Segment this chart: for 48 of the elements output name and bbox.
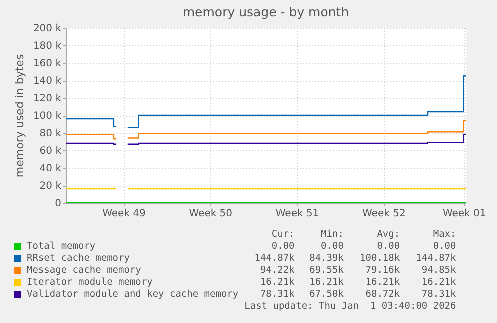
text: 0.00 (432, 241, 456, 253)
y-tick-label: 60 k (40, 146, 62, 157)
text: 16.21k (308, 277, 344, 289)
text: 100.18k (359, 253, 400, 265)
text: 94.85k (420, 265, 456, 277)
text: Max: (432, 229, 456, 241)
legend-label: Total memory (26, 241, 97, 253)
text: 79.16k (364, 265, 400, 277)
x-tick-label: Week 49 (102, 208, 146, 220)
legend-label: Validator module and key cache memory (26, 289, 239, 301)
y-tick-label: 140 k (33, 76, 62, 87)
y-tick-label: 80 k (40, 128, 62, 140)
y-tick-label: 0 (55, 198, 62, 210)
legend-label: Message cache memory (26, 265, 142, 277)
text: 84.39k (308, 253, 344, 265)
text: 0.00 (270, 241, 295, 253)
text: 78.31k (259, 289, 295, 301)
text: 144.87k (254, 253, 295, 265)
text: 94.22k (259, 265, 295, 277)
x-tick-label: Week 50 (189, 208, 233, 220)
x-tick-label: Week 52 (362, 208, 406, 220)
y-tick-label: 200 k (33, 24, 62, 34)
chart-title: memory usage - by month (182, 4, 350, 20)
text: 0.00 (376, 241, 400, 253)
text: 16.21k (259, 277, 295, 289)
text: Last update: Thu Jan 1 03:40:00 2026 (244, 301, 456, 313)
text: Cur: (270, 229, 295, 241)
text: 69.55k (308, 265, 344, 277)
text: 144.87k (415, 253, 456, 265)
y-tick-label: 160 k (33, 58, 62, 70)
x-tick-label: Week 51 (276, 208, 320, 220)
legend-label: Iterator module memory (26, 277, 154, 289)
y-axis-title: memory used in bytes (13, 54, 26, 178)
text: 68.72k (364, 289, 400, 301)
text: Avg: (376, 229, 400, 241)
text: 78.31k (420, 289, 456, 301)
text: Min: (320, 229, 344, 241)
y-tick-label: 20 k (40, 181, 62, 192)
legend-label: RRset cache memory (26, 253, 131, 265)
text: 16.21k (364, 277, 400, 289)
y-tick-label: 120 k (33, 94, 62, 104)
text: 67.50k (308, 289, 344, 301)
y-tick-label: 40 k (40, 164, 62, 174)
y-tick-label: 100 k (33, 111, 62, 122)
text: 16.21k (420, 277, 456, 289)
text: 0.00 (320, 241, 344, 253)
x-tick-label: Week 01 (442, 208, 486, 220)
y-tick-label: 180 k (33, 41, 62, 52)
